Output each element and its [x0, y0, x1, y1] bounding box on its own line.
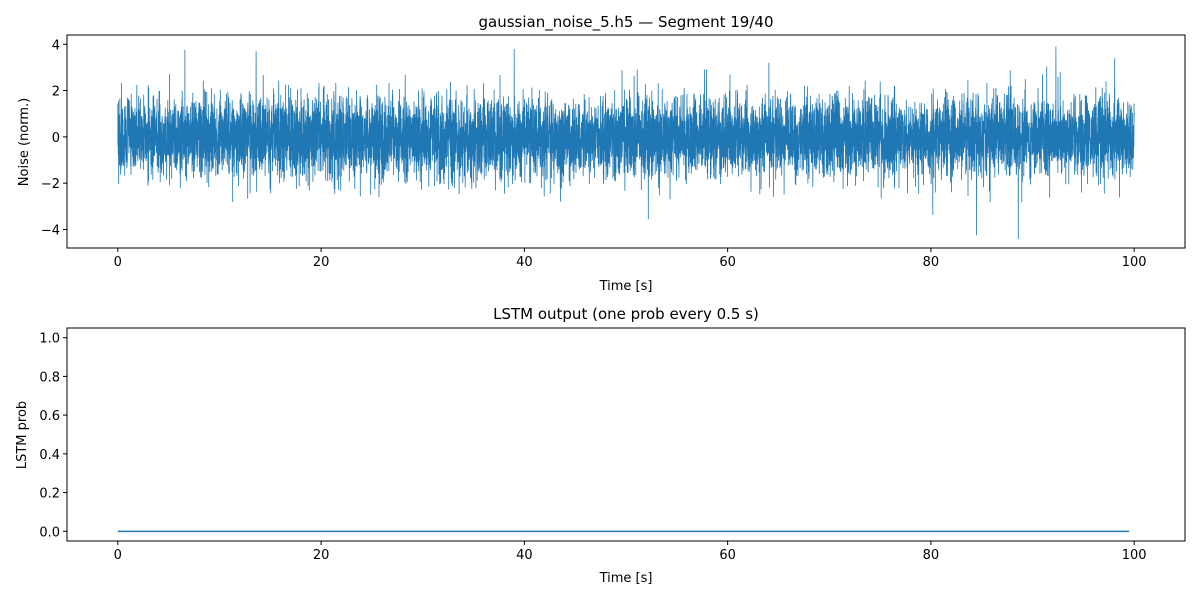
- lstm-xlabel: Time [s]: [599, 571, 653, 586]
- y-tick-label: −2: [41, 177, 60, 192]
- y-tick-label: 0.6: [39, 409, 60, 424]
- axes-frame: [66, 327, 1186, 542]
- x-tick-label: 20: [313, 548, 330, 563]
- x-tick-label: 20: [313, 255, 330, 270]
- y-tick-label: 0.4: [39, 448, 60, 463]
- x-tick-label: 60: [719, 548, 736, 563]
- x-tick-label: 60: [719, 255, 736, 270]
- x-tick-label: 100: [1122, 548, 1147, 563]
- y-tick-label: 0.2: [39, 487, 60, 502]
- noise-ylabel: Noise (norm.): [17, 98, 32, 186]
- y-tick-label: 0.8: [39, 370, 60, 385]
- noise-axes: gaussian_noise_5.h5 — Segment 19/40 Time…: [17, 13, 1186, 294]
- lstm-title: LSTM output (one prob every 0.5 s): [493, 305, 759, 323]
- x-tick-label: 100: [1122, 255, 1147, 270]
- y-tick-label: 0.0: [39, 525, 60, 540]
- y-tick-label: 0: [52, 131, 60, 146]
- noise-xlabel: Time [s]: [599, 279, 653, 294]
- x-tick-label: 0: [114, 548, 122, 563]
- lstm-axes: LSTM output (one prob every 0.5 s) Time …: [15, 305, 1186, 586]
- y-tick-label: 4: [52, 38, 60, 53]
- x-tick-label: 80: [923, 255, 940, 270]
- lstm-ylabel: LSTM prob: [15, 401, 30, 469]
- noise-line: [117, 46, 1135, 239]
- x-tick-label: 40: [516, 255, 533, 270]
- y-tick-label: 2: [52, 85, 60, 100]
- x-tick-label: 0: [114, 255, 122, 270]
- y-tick-label: 1.0: [39, 332, 60, 347]
- x-tick-label: 80: [923, 548, 940, 563]
- y-tick-label: −4: [41, 223, 60, 238]
- x-tick-label: 40: [516, 548, 533, 563]
- axes-frame: [66, 34, 1186, 249]
- noise-title: gaussian_noise_5.h5 — Segment 19/40: [478, 13, 773, 32]
